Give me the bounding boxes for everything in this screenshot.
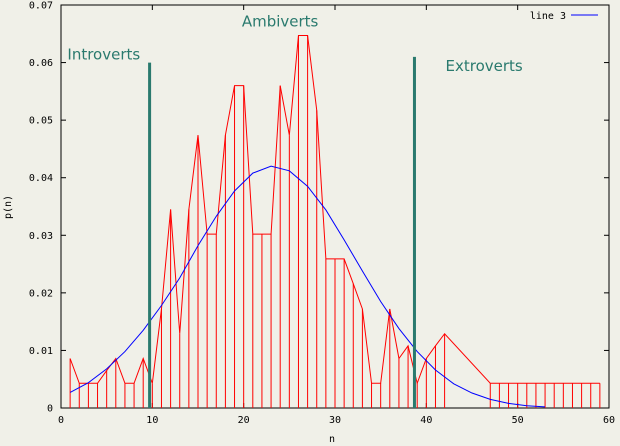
- annotation-ambiverts: Ambiverts: [242, 12, 319, 30]
- annotation-introverts: Introverts: [67, 46, 140, 64]
- histogram-series: [69, 35, 601, 408]
- x-tick-label-2: 20: [238, 415, 250, 426]
- x-tick-label-3: 30: [329, 415, 341, 426]
- x-tick-label-5: 50: [512, 415, 524, 426]
- y-axis-label: p(n): [3, 195, 14, 219]
- y-tick-label-1: 0.01: [29, 346, 53, 357]
- x-tick-label-6: 60: [603, 415, 615, 426]
- annotation-extroverts: Extroverts: [446, 57, 523, 75]
- histogram-line: [69, 35, 600, 385]
- y-tick-label-4: 0.04: [29, 173, 53, 184]
- legend: line 3: [530, 11, 598, 22]
- y-tick-label-3: 0.03: [29, 231, 53, 242]
- vertical-markers: [148, 56, 416, 408]
- legend-label: line 3: [530, 11, 566, 22]
- x-tick-label-4: 40: [420, 415, 432, 426]
- x-tick-label-1: 10: [146, 415, 158, 426]
- y-tick-label-6: 0.06: [29, 58, 53, 69]
- y-tick-label-7: 0.07: [29, 1, 53, 12]
- x-axis-label: n: [329, 434, 335, 445]
- x-tick-label-0: 0: [58, 415, 64, 426]
- y-tick-label-0: 0: [47, 404, 53, 415]
- y-tick-label-5: 0.05: [29, 116, 53, 127]
- axis-ticks: 0 10 20 30 40 50 60 0 0.01 0.02 0.03 0.04 0.05 0.06 0.…: [29, 1, 615, 427]
- annotations: Introverts Ambiverts Extroverts: [67, 12, 523, 75]
- y-tick-label-2: 0.02: [29, 288, 53, 299]
